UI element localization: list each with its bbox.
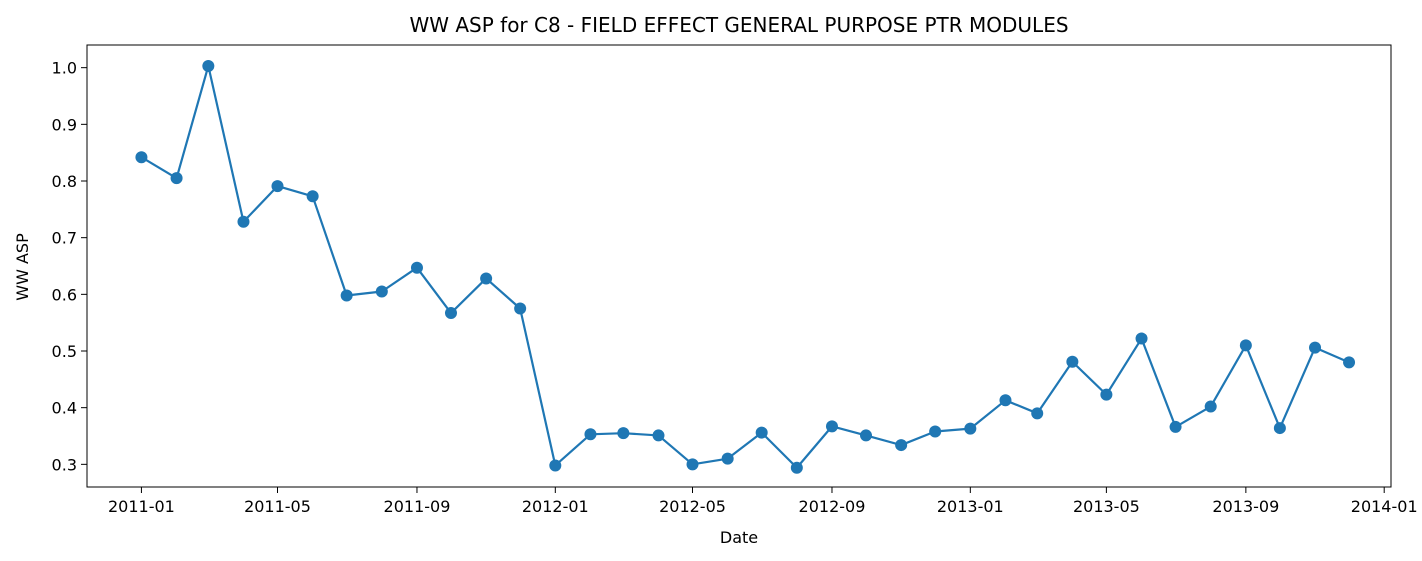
y-tick-label: 0.6 [52, 285, 77, 304]
y-axis-label: WW ASP [13, 233, 32, 301]
data-point [790, 461, 803, 474]
data-point [202, 59, 215, 72]
x-tick-label: 2011-01 [108, 497, 175, 516]
data-point [135, 151, 148, 164]
data-point [1239, 339, 1252, 352]
data-point [549, 459, 562, 472]
data-point [1309, 341, 1322, 354]
x-tick-label: 2012-01 [522, 497, 589, 516]
data-point [859, 429, 872, 442]
data-point [1031, 407, 1044, 420]
data-point [584, 428, 597, 441]
data-point [480, 272, 493, 285]
data-point [686, 458, 699, 471]
data-point [999, 394, 1012, 407]
data-point [1100, 388, 1113, 401]
x-axis-label: Date [720, 528, 758, 547]
data-point [410, 261, 423, 274]
x-tick-label: 2011-09 [384, 497, 451, 516]
data-point [1343, 356, 1356, 369]
data-point [306, 190, 319, 203]
y-tick-label: 0.5 [52, 342, 77, 361]
data-point [617, 427, 630, 440]
data-point [1204, 400, 1217, 413]
x-tick-label: 2012-05 [659, 497, 726, 516]
x-tick-label: 2012-09 [799, 497, 866, 516]
y-tick-label: 0.9 [52, 115, 77, 134]
plot-area: 2011-01 2011-05 2011-09 2012-01 2012-05 2012-… [52, 44, 1418, 516]
data-point [375, 285, 388, 298]
data-point [825, 420, 838, 433]
data-point [340, 289, 353, 302]
data-point [929, 425, 942, 438]
data-point [755, 426, 768, 439]
data-point [271, 180, 284, 193]
x-tick-label: 2013-01 [937, 497, 1004, 516]
plot-frame [86, 44, 1392, 488]
y-tick-label: 0.8 [52, 172, 77, 191]
y-tick-label: 1.0 [52, 59, 77, 78]
data-point [964, 422, 977, 435]
x-tick-label: 2014-01 [1351, 497, 1418, 516]
y-tick-label: 0.7 [52, 229, 77, 248]
data-point [895, 439, 908, 452]
data-point [721, 452, 734, 465]
data-point [652, 429, 665, 442]
x-tick-label: 2011-05 [244, 497, 311, 516]
data-point [444, 307, 457, 320]
data-point [514, 302, 527, 315]
data-point [170, 172, 183, 185]
series-line [140, 64, 1350, 469]
y-tick-label: 0.4 [52, 399, 77, 418]
data-point [1135, 332, 1148, 345]
chart-title: WW ASP for C8 - FIELD EFFECT GENERAL PUR… [409, 13, 1068, 37]
data-point [1169, 420, 1182, 433]
x-tick-label: 2013-05 [1073, 497, 1140, 516]
x-tick-label: 2013-09 [1212, 497, 1279, 516]
data-point [1066, 355, 1079, 368]
data-point [237, 215, 250, 228]
data-point [1273, 422, 1286, 435]
y-tick-label: 0.3 [52, 455, 77, 474]
